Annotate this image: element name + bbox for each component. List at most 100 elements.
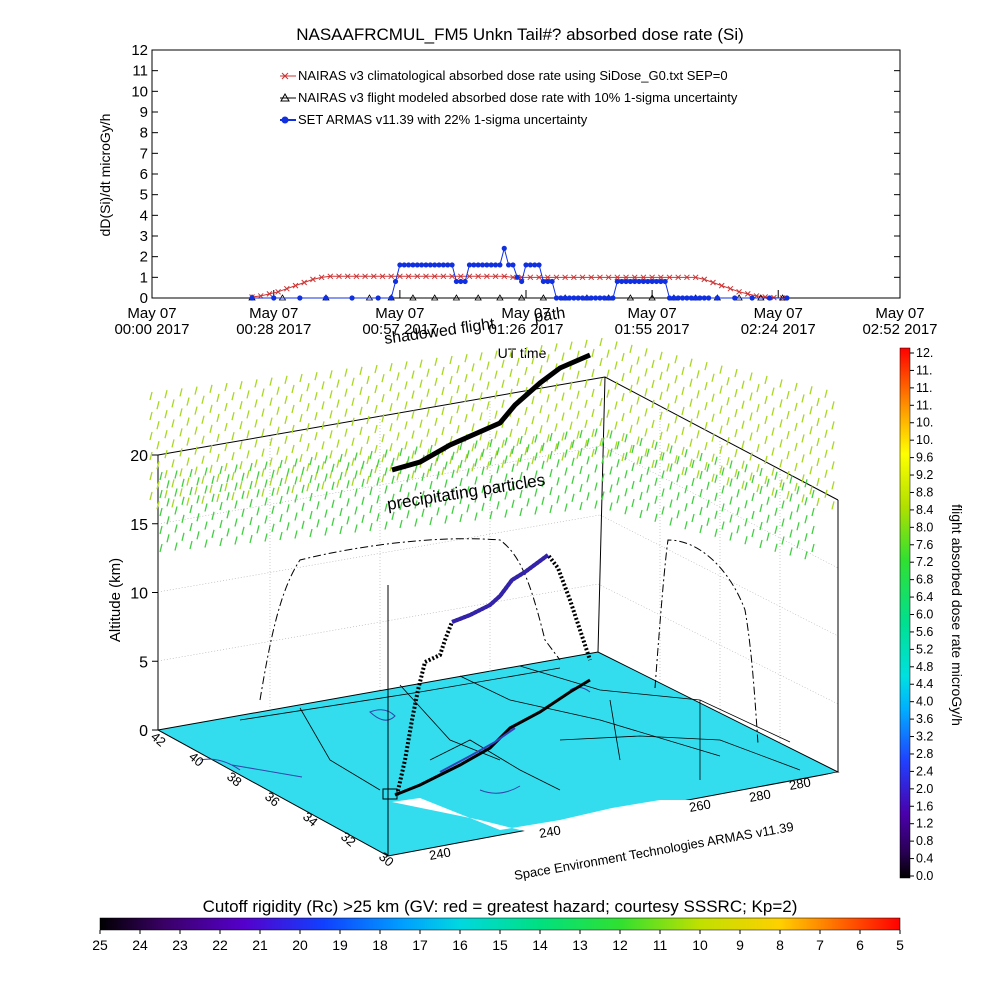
top-series-group xyxy=(248,245,790,301)
state-borders xyxy=(239,665,801,791)
series-point xyxy=(766,295,773,301)
flight-profile xyxy=(395,552,592,796)
series-point xyxy=(409,294,417,301)
rigidity-colorbar-tick-label: 10 xyxy=(692,937,708,953)
series-point xyxy=(658,278,664,285)
series-point xyxy=(648,294,656,301)
y-tick-label: 8 xyxy=(140,125,148,142)
path-annotation: path xyxy=(533,305,566,326)
rigidity-colorbar-tick-label: 13 xyxy=(572,937,588,953)
z-tick-label: 20 xyxy=(130,448,148,465)
series-point xyxy=(749,295,755,301)
y-tick-label: 7 xyxy=(140,145,148,162)
series-point xyxy=(579,295,586,301)
top-x-axis-label: UT time xyxy=(498,345,547,361)
x-tick-label-time: 00:57 2017 xyxy=(362,321,437,338)
series-point xyxy=(553,274,560,281)
series-point xyxy=(640,278,647,285)
precipitating-particles-annotation: precipitating particles xyxy=(386,470,547,514)
longitude-tick-label: 280 xyxy=(788,774,812,793)
series-point xyxy=(423,262,429,268)
rigidity-colorbar-gradient xyxy=(99,917,901,931)
back-gridlines xyxy=(157,396,839,742)
series-point xyxy=(649,274,655,281)
y-tick-label: 5 xyxy=(140,187,148,204)
series-point xyxy=(727,285,734,292)
series-point xyxy=(632,278,638,285)
rigidity-colorbar-tick-label: 24 xyxy=(132,937,148,953)
wall-projection-right xyxy=(654,539,759,745)
x-tick-label-time: 01:26 2017 xyxy=(488,321,563,338)
series-point xyxy=(575,295,581,301)
series-point xyxy=(484,273,490,280)
series-point xyxy=(510,274,516,281)
series-point xyxy=(693,295,699,301)
series-point xyxy=(440,262,446,268)
dose-colorbar-ticks: 0.0 0.4 0.8 1.2 1.6 2.0 2.4 2.8 3.2 3.6 4.0 4.4 4.8 5… xyxy=(910,346,933,883)
series-point xyxy=(466,262,473,268)
y-tick-label: 9 xyxy=(140,104,148,121)
altitude-axis-label: Altitude (km) xyxy=(107,558,124,642)
dose-colorbar-tick-label: 11. xyxy=(916,381,932,395)
series-point xyxy=(549,278,555,285)
series-point xyxy=(466,273,473,280)
rigidity-colorbar-tick-label: 6 xyxy=(856,937,864,953)
rigidity-colorbar-tick-label: 21 xyxy=(252,937,268,953)
series-point xyxy=(301,279,308,286)
dose-colorbar-tick-label: 9.2 xyxy=(916,468,933,482)
dose-colorbar-tick-label: 2.8 xyxy=(916,747,933,761)
dose-colorbar-tick-label: 2.0 xyxy=(916,782,933,796)
z-tick-label: 0 xyxy=(139,723,148,740)
series-point xyxy=(588,274,595,281)
series-point xyxy=(671,295,677,301)
series-point xyxy=(292,282,299,289)
series-point xyxy=(558,295,564,301)
series-point xyxy=(527,262,533,268)
series-point xyxy=(536,262,542,268)
series-point xyxy=(662,278,668,285)
series-point xyxy=(523,262,529,268)
series-point xyxy=(784,295,790,301)
x-tick-label-time: 00:00 2017 xyxy=(114,321,189,338)
z-tick-label: 5 xyxy=(139,654,148,671)
dose-dash-field-upper xyxy=(149,337,835,510)
y-tick-label: 10 xyxy=(131,83,148,100)
series-point xyxy=(514,274,520,280)
y-tick-label: 4 xyxy=(140,207,148,224)
series-point xyxy=(344,273,351,280)
rigidity-colorbar-tick-label: 5 xyxy=(896,937,904,953)
series-point xyxy=(449,273,455,280)
series-point xyxy=(566,295,573,301)
y-tick-label: 0 xyxy=(140,290,148,307)
series-point xyxy=(362,273,368,280)
series-point xyxy=(336,273,342,280)
dose-colorbar-tick-label: 10. xyxy=(916,433,933,447)
series-point xyxy=(623,274,629,281)
dose-dash-field-lower xyxy=(159,428,815,560)
series-point xyxy=(440,273,447,280)
series-point xyxy=(545,278,551,285)
altitude-axis: 0 5 10 15 20 xyxy=(130,448,158,740)
series-point xyxy=(458,278,464,285)
rigidity-colorbar-ticks: 25 24 23 22 21 20 19 18 17 16 15 14 13 12 11 10 9 8 7 6 5 xyxy=(92,930,904,953)
series-point xyxy=(527,274,534,281)
series-point xyxy=(506,262,512,268)
dose-colorbar-tick-label: 12. xyxy=(916,346,933,360)
series-point xyxy=(249,295,255,301)
rigidity-colorbar-tick-label: 11 xyxy=(653,937,668,953)
series-point xyxy=(427,262,433,268)
legend-marker xyxy=(280,92,290,102)
series-point xyxy=(679,295,686,301)
series-point xyxy=(657,274,664,281)
series-point xyxy=(410,262,416,268)
longitude-tick-label: 240 xyxy=(428,844,452,863)
dose-colorbar-tick-label: 11. xyxy=(916,363,932,377)
longitude-axis: 240 240 260 280 280 xyxy=(428,774,812,863)
series-point xyxy=(423,273,429,280)
series-point xyxy=(453,278,460,285)
series-point xyxy=(501,273,508,280)
series-point xyxy=(675,274,682,281)
y-tick-label: 2 xyxy=(140,249,148,266)
